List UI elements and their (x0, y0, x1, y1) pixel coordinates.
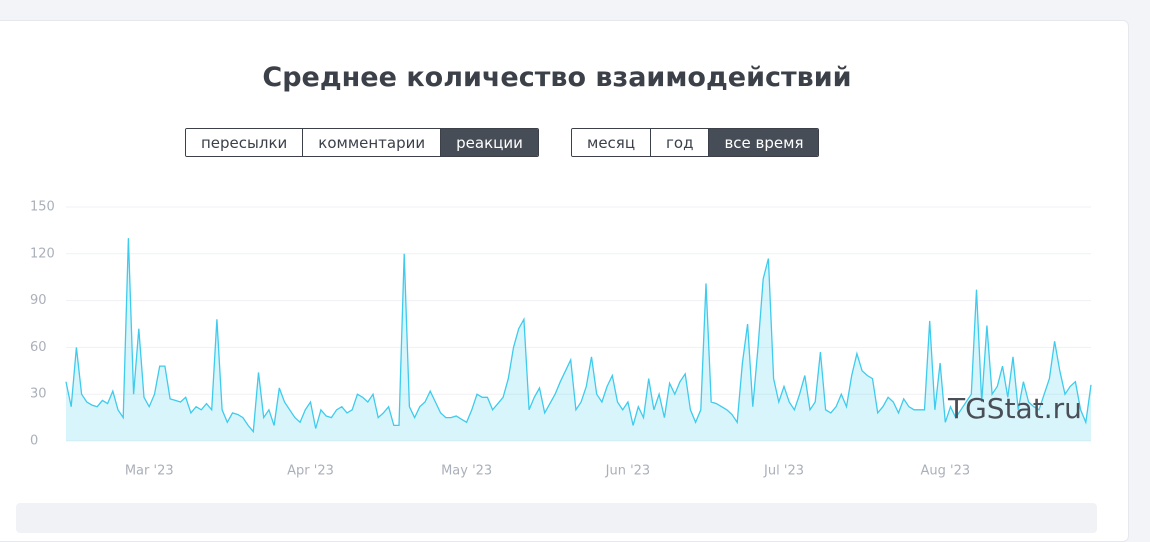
x-tick-label: Jul '23 (763, 464, 804, 479)
metric-tabs: пересылки комментарии реакции (185, 128, 539, 157)
tab[interactable]: год (650, 129, 709, 156)
y-tick-label: 120 (30, 246, 55, 261)
tab[interactable]: реакции (440, 129, 538, 156)
tab[interactable]: комментарии (302, 129, 441, 156)
chart: 0 30 60 90 120 150 Mar '23 Apr '23 May '23 Jun '2… (30, 200, 1092, 479)
tab[interactable]: пересылки (186, 129, 303, 156)
chart-title: Среднее количество взаимодействий (262, 62, 852, 93)
card (0, 20, 1129, 542)
period-tabs: месяц год все время (571, 128, 820, 157)
y-tick-label: 30 (30, 387, 47, 402)
x-tick-label: May '23 (441, 464, 492, 479)
line (65, 238, 1092, 434)
x-tick-label: Jun '23 (605, 464, 651, 479)
area (66, 238, 1091, 441)
info-strip (16, 503, 1097, 533)
y-tick-label: 150 (30, 200, 55, 215)
x-tick-label: Apr '23 (287, 464, 334, 479)
page: Среднее количество взаимодействий пересы… (0, 20, 1129, 542)
tab[interactable]: все время (708, 129, 819, 156)
y-tick-label: 60 (30, 340, 47, 355)
tab[interactable]: месяц (572, 129, 651, 156)
x-tick-label: Mar '23 (125, 464, 174, 479)
y-tick-label: 0 (30, 434, 38, 449)
x-tick-label: Aug '23 (920, 464, 970, 479)
watermark: TGStat.ru (947, 392, 1082, 425)
y-tick-label: 90 (30, 293, 47, 308)
